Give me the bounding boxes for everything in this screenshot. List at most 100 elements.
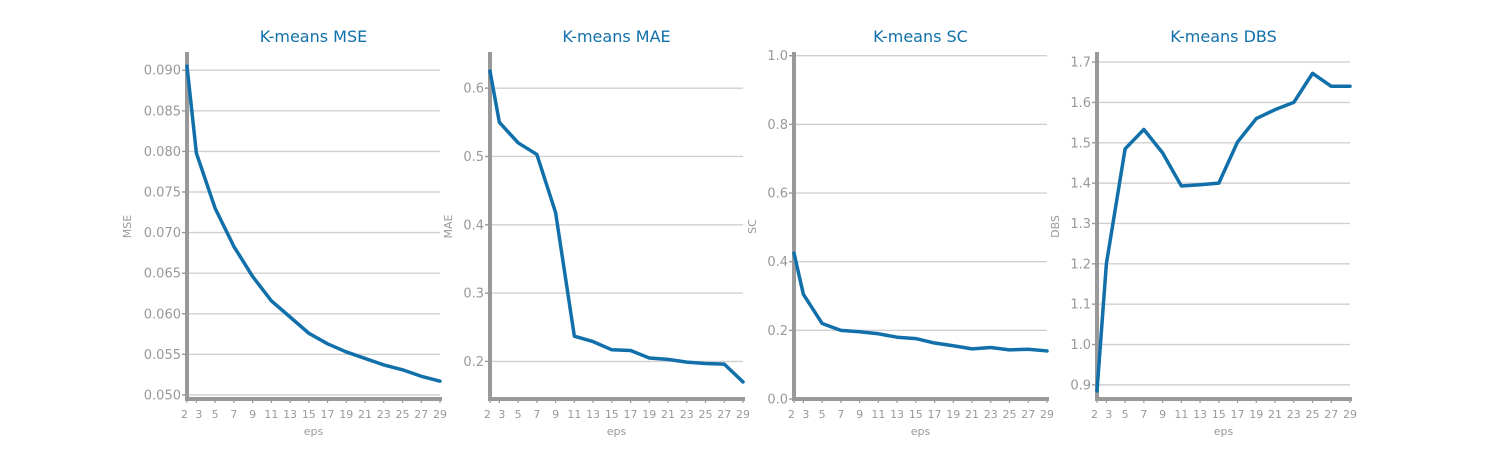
y-axis-label: DBS bbox=[1049, 215, 1062, 238]
x-tick-label: 19 bbox=[1249, 408, 1263, 421]
x-tick-label: 3 bbox=[195, 408, 202, 421]
y-tick-label: 0.4 bbox=[463, 218, 484, 233]
x-tick-label: 27 bbox=[1324, 408, 1338, 421]
y-tick-label: 1.0 bbox=[1070, 338, 1091, 353]
x-tick-label: 7 bbox=[837, 408, 844, 421]
series-line bbox=[1095, 71, 1352, 393]
x-tick-label: 27 bbox=[414, 408, 428, 421]
y-tick-label: 1.1 bbox=[1070, 298, 1091, 313]
x-axis-label: eps bbox=[607, 425, 627, 438]
x-tick-label: 7 bbox=[533, 408, 540, 421]
x-tick-label: 19 bbox=[642, 408, 656, 421]
y-tick-label: 0.2 bbox=[463, 355, 484, 370]
x-tick-label: 23 bbox=[984, 408, 998, 421]
x-tick-label: 17 bbox=[321, 408, 335, 421]
y-tick-label: 0.3 bbox=[463, 287, 484, 302]
x-tick-label: 5 bbox=[515, 408, 522, 421]
y-tick-label: 0.050 bbox=[144, 388, 181, 403]
x-tick-label: 25 bbox=[1306, 408, 1320, 421]
y-axis-label: MSE bbox=[121, 215, 134, 238]
x-tick-label: 19 bbox=[339, 408, 353, 421]
x-tick-label: 23 bbox=[680, 408, 694, 421]
x-tick-label: 17 bbox=[624, 408, 638, 421]
series-line bbox=[792, 251, 1049, 353]
y-tick-label: 0.2 bbox=[767, 324, 788, 339]
chart-title: K-means SC bbox=[873, 27, 968, 46]
y-tick-label: 0.065 bbox=[144, 267, 181, 282]
y-tick-label: 0.090 bbox=[144, 64, 181, 79]
x-tick-label: 15 bbox=[605, 408, 619, 421]
x-tick-label: 7 bbox=[1140, 408, 1147, 421]
x-tick-label: 5 bbox=[1122, 408, 1129, 421]
x-tick-label: 25 bbox=[1003, 408, 1017, 421]
y-tick-label: 0.075 bbox=[144, 186, 181, 201]
y-tick-label: 1.3 bbox=[1070, 217, 1091, 232]
y-tick-label: 0.6 bbox=[463, 82, 484, 97]
chart-panel-4: 0.91.01.11.21.31.41.51.61.72 3 5 7 9 11 13 15 17… bbox=[1049, 27, 1357, 438]
x-tick-label: 11 bbox=[264, 408, 278, 421]
y-tick-label: 0.8 bbox=[767, 118, 788, 133]
x-tick-label: 9 bbox=[552, 408, 559, 421]
x-axis-label: eps bbox=[1214, 425, 1234, 438]
y-axis-label: MAE bbox=[442, 214, 455, 238]
y-tick-label: 0.0 bbox=[767, 393, 788, 408]
chart-title: K-means DBS bbox=[1170, 27, 1277, 46]
y-axis-label: SC bbox=[746, 219, 759, 234]
y-tick-label: 0.070 bbox=[144, 226, 181, 241]
y-tick-label: 0.085 bbox=[144, 104, 181, 119]
x-tick-label: 2 bbox=[181, 408, 188, 421]
x-tick-label: 2 bbox=[1091, 408, 1098, 421]
y-tick-label: 0.4 bbox=[767, 255, 788, 270]
chart-title: K-means MAE bbox=[562, 27, 670, 46]
x-tick-label: 13 bbox=[586, 408, 600, 421]
y-tick-label: 1.2 bbox=[1070, 257, 1091, 272]
y-tick-label: 0.5 bbox=[463, 150, 484, 165]
y-tick-label: 1.7 bbox=[1070, 56, 1091, 71]
x-tick-label: 11 bbox=[871, 408, 885, 421]
y-tick-label: 0.055 bbox=[144, 348, 181, 363]
x-tick-label: 21 bbox=[661, 408, 675, 421]
x-tick-label: 21 bbox=[1268, 408, 1282, 421]
x-axis-label: eps bbox=[911, 425, 931, 438]
y-tick-label: 0.6 bbox=[767, 187, 788, 202]
x-tick-label: 29 bbox=[1343, 408, 1357, 421]
x-tick-label: 5 bbox=[819, 408, 826, 421]
y-tick-label: 0.060 bbox=[144, 307, 181, 322]
x-tick-label: 15 bbox=[302, 408, 316, 421]
series-line bbox=[488, 69, 745, 384]
x-tick-label: 27 bbox=[717, 408, 731, 421]
x-tick-label: 29 bbox=[1040, 408, 1054, 421]
x-tick-label: 7 bbox=[230, 408, 237, 421]
x-tick-label: 21 bbox=[965, 408, 979, 421]
x-tick-label: 3 bbox=[802, 408, 809, 421]
y-tick-label: 1.4 bbox=[1070, 177, 1091, 192]
chart-panel-1: 0.050 0.055 0.060 0.065 0.070 0.075 0.080 0.085… bbox=[121, 27, 447, 438]
x-tick-label: 13 bbox=[890, 408, 904, 421]
x-tick-label: 13 bbox=[1193, 408, 1207, 421]
x-tick-label: 29 bbox=[433, 408, 447, 421]
y-tick-label: 1.0 bbox=[767, 49, 788, 64]
x-tick-label: 9 bbox=[249, 408, 256, 421]
x-tick-label: 27 bbox=[1021, 408, 1035, 421]
x-tick-label: 17 bbox=[928, 408, 942, 421]
x-tick-label: 3 bbox=[498, 408, 505, 421]
x-tick-label: 15 bbox=[909, 408, 923, 421]
x-tick-label: 25 bbox=[699, 408, 713, 421]
x-tick-label: 29 bbox=[736, 408, 750, 421]
x-axis-label: eps bbox=[304, 425, 324, 438]
y-tick-label: 0.9 bbox=[1070, 378, 1091, 393]
series-line bbox=[185, 64, 442, 383]
x-tick-label: 15 bbox=[1212, 408, 1226, 421]
y-tick-label: 0.080 bbox=[144, 145, 181, 160]
x-tick-label: 23 bbox=[377, 408, 391, 421]
x-tick-label: 2 bbox=[788, 408, 795, 421]
x-tick-label: 5 bbox=[212, 408, 219, 421]
x-tick-label: 11 bbox=[567, 408, 581, 421]
x-tick-label: 9 bbox=[856, 408, 863, 421]
chart-panel-2: 0.20.30.40.50.62 3 5 7 9 11 13 15 17 19 21 23 25 27 29… bbox=[442, 27, 750, 438]
chart-title: K-means MSE bbox=[260, 27, 367, 46]
x-tick-label: 23 bbox=[1287, 408, 1301, 421]
x-tick-label: 11 bbox=[1174, 408, 1188, 421]
y-tick-label: 1.5 bbox=[1070, 136, 1091, 151]
